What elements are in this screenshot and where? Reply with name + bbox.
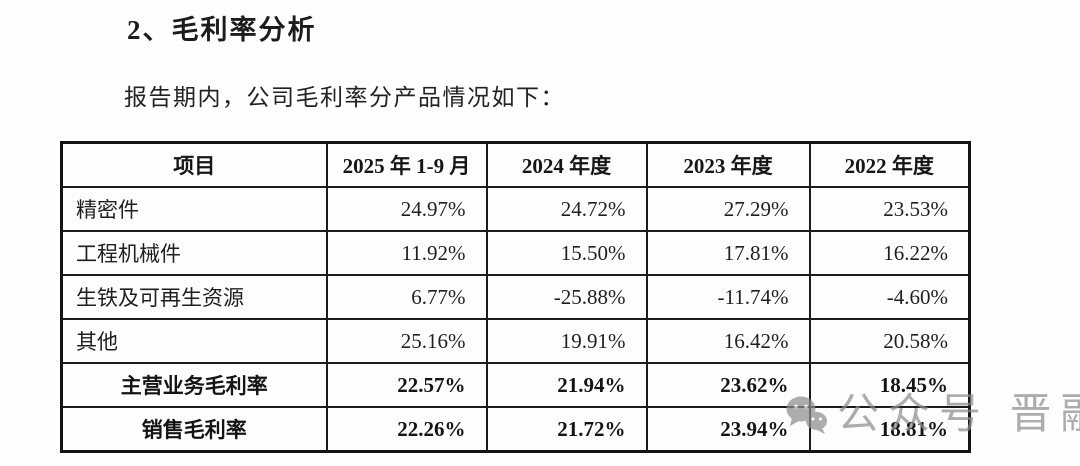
cell-value: 23.53% — [808, 186, 971, 232]
intro-text: 报告期内，公司毛利率分产品情况如下： — [124, 85, 565, 110]
table-row-precision-parts: 精密件 24.97% 24.72% 27.29% 23.53% — [60, 186, 971, 232]
row-label: 生铁及可再生资源 — [60, 274, 328, 320]
cell-value: 16.22% — [808, 230, 971, 276]
row-label: 工程机械件 — [60, 230, 328, 276]
cell-value: 24.72% — [485, 186, 648, 232]
table-row-main-business-gross-margin: 主营业务毛利率 22.57% 21.94% 23.62% 18.45% — [60, 362, 971, 408]
cell-value: 15.50% — [485, 230, 648, 276]
table-row-sales-gross-margin: 销售毛利率 22.26% 21.72% 23.94% 18.81% — [60, 406, 971, 453]
cell-value: 25.16% — [325, 318, 488, 364]
column-header-2022: 2022 年度 — [808, 141, 971, 188]
cell-value: -11.74% — [645, 274, 811, 320]
column-header-2024: 2024 年度 — [485, 141, 648, 188]
cell-value: 18.81% — [808, 406, 971, 453]
cell-value: 24.97% — [325, 186, 488, 232]
cell-value: 27.29% — [645, 186, 811, 232]
cell-value: 22.26% — [325, 406, 488, 453]
cell-value: 22.57% — [325, 362, 488, 408]
cell-value: 21.94% — [485, 362, 648, 408]
cell-value: 17.81% — [645, 230, 811, 276]
row-label: 精密件 — [60, 186, 328, 232]
cell-value: 20.58% — [808, 318, 971, 364]
column-header-2023: 2023 年度 — [645, 141, 811, 188]
table-row-others: 其他 25.16% 19.91% 16.42% 20.58% — [60, 318, 971, 364]
cell-value: 23.62% — [645, 362, 811, 408]
table-row-pig-iron-recyclables: 生铁及可再生资源 6.77% -25.88% -11.74% -4.60% — [60, 274, 971, 320]
cell-value: 18.45% — [808, 362, 971, 408]
gross-margin-table: 项目 2025 年 1-9 月 2024 年度 2023 年度 2022 年度 … — [60, 141, 971, 453]
section-title: 2、毛利率分析 — [127, 15, 317, 45]
cell-value: 6.77% — [325, 274, 488, 320]
column-header-2025-1-9: 2025 年 1-9 月 — [325, 141, 488, 188]
row-label: 销售毛利率 — [60, 406, 328, 453]
cell-value: 19.91% — [485, 318, 648, 364]
table-header-row: 项目 2025 年 1-9 月 2024 年度 2023 年度 2022 年度 — [60, 141, 971, 188]
cell-value: 11.92% — [325, 230, 488, 276]
row-label: 主营业务毛利率 — [60, 362, 328, 408]
column-header-item: 项目 — [60, 141, 328, 188]
cell-value: -4.60% — [808, 274, 971, 320]
cell-value: 16.42% — [645, 318, 811, 364]
cell-value: 21.72% — [485, 406, 648, 453]
table-row-engineering-machinery-parts: 工程机械件 11.92% 15.50% 17.81% 16.22% — [60, 230, 971, 276]
cell-value: -25.88% — [485, 274, 648, 320]
row-label: 其他 — [60, 318, 328, 364]
cell-value: 23.94% — [645, 406, 811, 453]
